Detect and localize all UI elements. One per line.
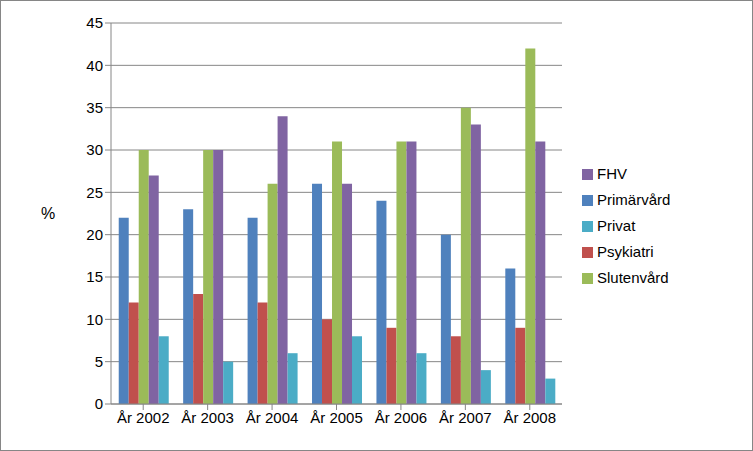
svg-text:25: 25 [86,184,103,201]
html-text:Psykiatri: Psykiatri [597,242,654,260]
svg-text:45: 45 [86,14,103,31]
svg-text:År 2003: År 2003 [181,409,234,426]
html-text:Slutenvård: Slutenvård [597,268,669,286]
svg-text:40: 40 [86,57,103,74]
svg-text:%: % [41,205,55,222]
svg-text:År 2006: År 2006 [375,409,428,426]
svg-text:10: 10 [86,311,103,328]
svg-text:15: 15 [86,268,103,285]
svg-text:30: 30 [86,141,103,158]
html-text:Privat: Privat [597,216,636,234]
svg-text:20: 20 [86,226,103,243]
svg-text:År 2005: År 2005 [310,409,363,426]
svg-text:År 2007: År 2007 [439,409,492,426]
svg-text:År 2002: År 2002 [117,409,170,426]
svg-text:År 2004: År 2004 [246,409,299,426]
svg-text:5: 5 [95,353,103,370]
svg-text:0: 0 [95,395,103,412]
svg-text:35: 35 [86,99,103,116]
html-text:Primärvård: Primärvård [597,190,671,208]
svg-text:År 2008: År 2008 [504,409,557,426]
html-text:FHV: FHV [597,164,627,182]
